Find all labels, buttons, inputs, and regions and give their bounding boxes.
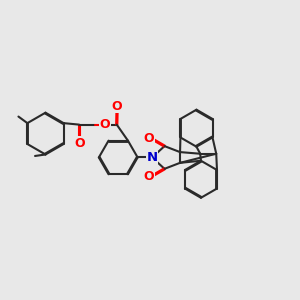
Text: O: O: [74, 136, 85, 150]
Text: O: O: [143, 132, 154, 145]
Text: O: O: [112, 100, 122, 112]
Text: O: O: [143, 170, 154, 183]
Text: N: N: [146, 151, 158, 164]
Text: O: O: [100, 118, 110, 131]
